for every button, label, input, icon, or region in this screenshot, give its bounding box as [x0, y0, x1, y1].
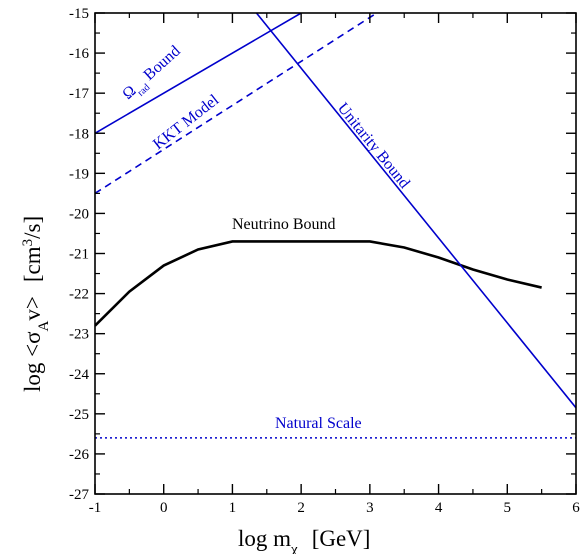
- y-tick-label: -19: [69, 166, 89, 182]
- x-tick-label: 0: [160, 500, 168, 516]
- x-tick-label: 4: [435, 500, 443, 516]
- x-tick-label: -1: [89, 500, 102, 516]
- y-tick-label: -15: [69, 6, 89, 22]
- y-tick-label: -21: [69, 247, 89, 263]
- x-tick-label: 2: [297, 500, 305, 516]
- x-tick-label: 1: [229, 500, 237, 516]
- x-tick-label: 3: [366, 500, 374, 516]
- y-tick-label: -17: [69, 86, 89, 102]
- unitarity-bound-label: Unitarity Bound: [334, 100, 413, 192]
- x-tick-label: 5: [504, 500, 512, 516]
- y-axis-label: log <σAv>[cm3/s]: [20, 216, 52, 392]
- y-tick-label: -20: [69, 206, 89, 222]
- y-tick-label: -16: [69, 46, 89, 62]
- series-line-2: [95, 13, 377, 193]
- kkt-model-label: KKT Model: [150, 91, 223, 153]
- neutrino-bound-label: Neutrino Bound: [232, 216, 336, 233]
- series-line-3: [256, 13, 576, 408]
- y-tick-label: -24: [69, 367, 89, 383]
- x-tick-label: 6: [572, 500, 580, 516]
- natural-scale-label: Natural Scale: [275, 415, 362, 432]
- x-axis-label: log mχ [GeV]: [238, 526, 370, 554]
- y-tick-label: -25: [69, 407, 89, 423]
- y-tick-label: -27: [69, 487, 89, 503]
- y-tick-label: -23: [69, 327, 89, 343]
- omega-rad-bound-label: Ωrad Bound: [119, 43, 186, 107]
- y-tick-label: -26: [69, 447, 89, 463]
- y-tick-label: -22: [69, 287, 89, 303]
- y-tick-label: -18: [69, 126, 89, 142]
